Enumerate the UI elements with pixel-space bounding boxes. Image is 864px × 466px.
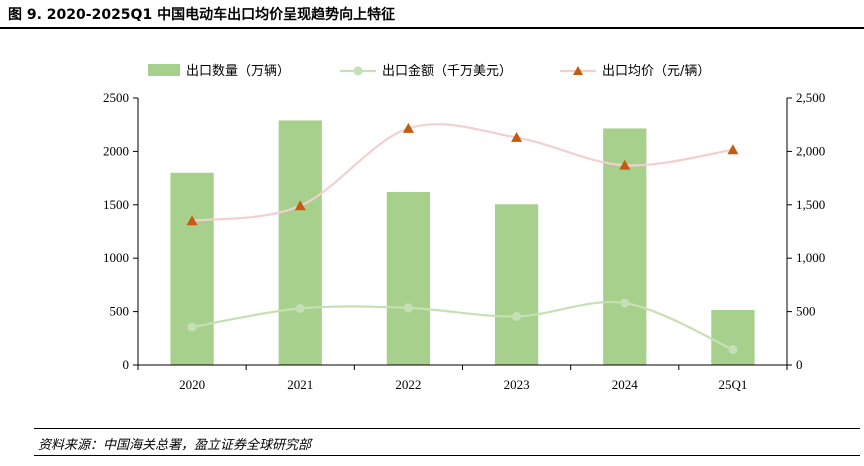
bar [170,172,214,365]
left-tick-label: 1500 [103,197,129,212]
legend-label: 出口金额（千万美元） [382,63,512,79]
amount-line [191,301,734,351]
bottom-rule [34,455,860,456]
line-series [186,122,739,355]
figure-title: 图 9. 2020-2025Q1 中国电动车出口均价呈现趋势向上特征 [8,7,396,23]
price-point [186,215,198,226]
x-tick-label: 2024 [612,377,639,392]
x-tick-label: 25Q1 [718,377,747,392]
left-tick-label: 2000 [103,143,129,158]
title-rule [0,27,864,29]
left-tick-label: 0 [123,357,130,372]
right-tick-label: 2,500 [796,90,825,105]
source-rule [34,428,860,429]
right-tick-label: 1,000 [796,250,825,265]
amount-point [295,303,305,313]
bar [386,191,431,365]
left-tick-label: 2500 [103,90,129,105]
right-tick-label: 0 [796,357,803,372]
x-tick-label: 2020 [179,377,205,392]
amount-point [620,298,630,308]
price-point [294,200,306,211]
bar-series [170,120,755,365]
amount-point [512,311,522,321]
right-tick-label: 500 [796,304,816,319]
x-tick-label: 2021 [287,377,313,392]
left-tick-label: 500 [110,304,130,319]
left-axis: 0 500 1000 1500 2000 2500 [103,90,139,372]
bar [494,204,539,365]
price-line [191,123,734,222]
left-tick-label: 1000 [103,250,129,265]
amount-point [403,303,413,313]
price-point [619,159,631,170]
price-point [511,132,523,142]
amount-point [187,322,197,332]
x-tick-label: 2023 [504,377,530,392]
legend-marker-amount [353,66,363,76]
legend: 出口数量（万辆） 出口金额（千万美元） 出口均价（元/辆） [148,63,710,79]
right-tick-label: 2,000 [796,143,825,158]
legend-label: 出口均价（元/辆） [602,64,710,79]
bar [711,309,755,365]
right-axis: 0 500 1,000 1,500 2,000 2,500 [786,90,825,372]
amount-point [728,345,738,355]
legend-label: 出口数量（万辆） [186,64,290,79]
price-point [402,122,414,133]
x-tick-label: 2022 [395,377,421,392]
x-axis: 2020 2021 2022 2023 2024 25Q1 [137,364,788,392]
price-point [727,144,739,155]
bar [278,120,322,365]
right-tick-label: 1,500 [796,197,825,212]
legend-swatch-bar [148,64,180,76]
source-note: 资料来源：中国海关总署，盈立证券全球研究部 [38,438,312,453]
legend-marker-price [573,66,583,75]
